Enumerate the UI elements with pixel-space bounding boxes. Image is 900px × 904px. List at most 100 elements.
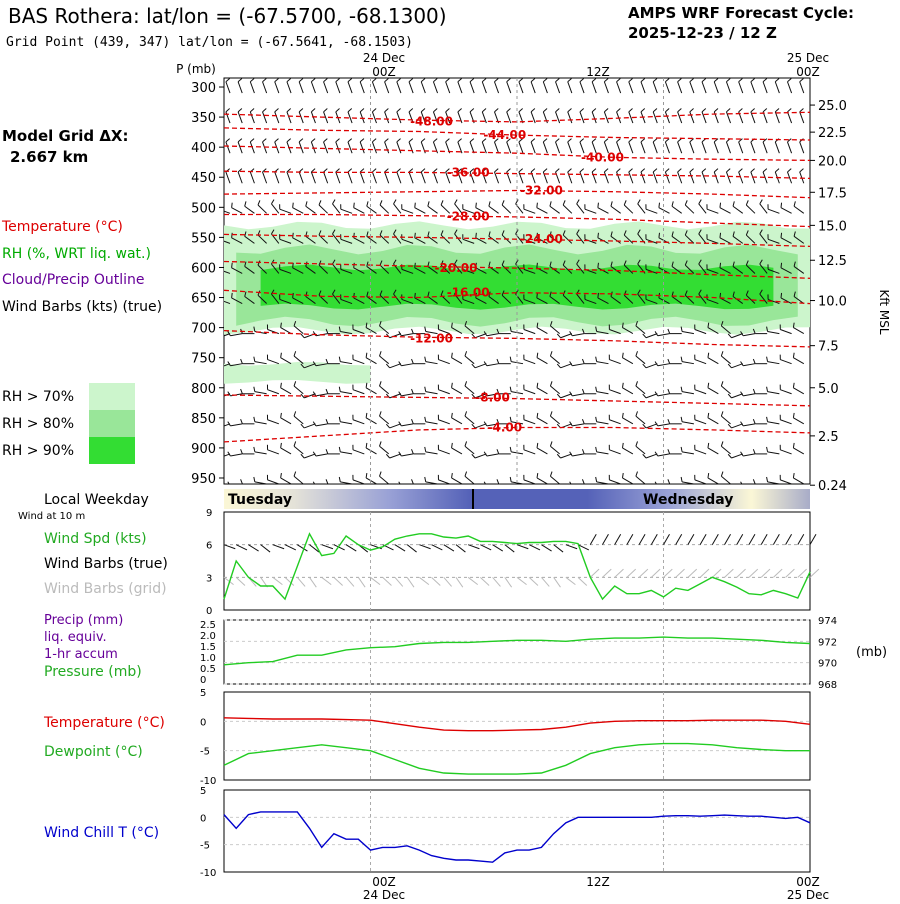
wind-barb-flag (720, 263, 721, 268)
pressure-tick-label: 700 (191, 322, 216, 337)
precip-label-2: liq. equiv. (44, 630, 107, 645)
legend-cloud-outline: Cloud/Precip Outline (2, 272, 145, 288)
surface-wind-barb-grid (541, 577, 549, 586)
wind-barb-flag (781, 293, 782, 298)
top-time-tick-2: 12Z (586, 65, 610, 79)
bottom-time-tick-3: 00Z (796, 875, 820, 889)
surface-wind-barb-grid (383, 577, 392, 585)
wind-barb-staff (475, 484, 486, 488)
model-grid-label: Model Grid ΔX: (2, 127, 129, 145)
wind-ytick-label: 0 (206, 606, 212, 617)
bottom-date-label-2: 25 Dec (787, 888, 829, 900)
wind-barb-flag (354, 203, 355, 208)
surface-wind-barb-grid (688, 569, 697, 577)
precip-ytick-label: 2.0 (200, 631, 216, 642)
height-tick-label: 7.5 (818, 340, 839, 355)
model-grid-value: 2.667 km (10, 148, 88, 166)
bottom-time-tick-2: 12Z (586, 875, 610, 889)
pressure-tick-label: 750 (191, 352, 216, 367)
legend-temperature: Temperature (°C) (1, 219, 123, 235)
pressure-ytick-label: 970 (818, 659, 837, 670)
surface-wind-barb (419, 545, 430, 549)
surface-wind-barb (285, 545, 296, 550)
wind-barb (472, 484, 487, 488)
wind-barb-flag (781, 203, 782, 208)
wind-barb-flag (415, 293, 416, 298)
rh90-label: RH > 90% (2, 443, 74, 459)
temp-series-line (224, 744, 810, 775)
wind-barb-flag (232, 263, 233, 268)
precip-ytick-label: 1.5 (200, 642, 216, 653)
height-tick-label: 22.5 (818, 126, 847, 141)
precip-label-3: 1-hr accum (44, 647, 118, 662)
windchill-ytick-label: -5 (200, 841, 210, 852)
temp-panel-frame (224, 692, 810, 780)
weekday-tuesday: Tuesday (228, 492, 292, 508)
temperature-label: Temperature (°C) (43, 715, 165, 731)
surface-wind-barb (444, 545, 454, 551)
wind-barb-flag (659, 263, 660, 268)
surface-wind-barb-grid (590, 569, 599, 577)
surface-wind-barb-grid (456, 577, 463, 587)
windchill-ytick-label: -10 (200, 868, 216, 879)
wind-barb-flag (598, 233, 599, 238)
contour-label: -48.00 (410, 114, 453, 128)
top-time-tick-1: 00Z (372, 65, 396, 79)
wind-barb-flag (598, 293, 599, 298)
wind-barb-flag (781, 233, 782, 238)
surface-wind-barb-grid (236, 577, 245, 585)
surface-wind-barb-grid (480, 577, 489, 585)
wind-barb-flag (537, 203, 538, 208)
wind-barb-flag (659, 203, 660, 208)
surface-wind-barb (322, 545, 333, 549)
wind-barbs-grid-label: Wind Barbs (grid) (44, 581, 167, 597)
surface-wind-barb (432, 545, 443, 550)
wind-barb (728, 484, 743, 488)
height-axis-title: Kft MSL (877, 289, 891, 334)
wind-barb-flag (720, 233, 721, 238)
wind-barb-flag (537, 293, 538, 298)
forecast-cycle-label: AMPS WRF Forecast Cycle: (628, 4, 854, 22)
wind-panel-frame (224, 512, 810, 610)
surface-wind-barb (395, 545, 405, 551)
pressure-tick-label: 850 (191, 412, 216, 427)
surface-wind-barb (725, 534, 731, 544)
surface-wind-barb-grid (810, 569, 819, 577)
precip-ytick-label: 0 (200, 675, 206, 686)
surface-wind-barb (456, 545, 465, 552)
contour-label: -12.00 (410, 331, 453, 345)
wind-barb (643, 484, 658, 488)
surface-wind-barb (566, 545, 577, 549)
wind-barb-flag (643, 484, 646, 488)
temp-ytick-label: 0 (200, 717, 206, 728)
surface-wind-barb (346, 545, 356, 551)
bottom-date-label-1: 24 Dec (363, 888, 405, 900)
dewpoint-label: Dewpoint (°C) (44, 744, 143, 760)
local-weekday-label: Local Weekday (44, 492, 149, 508)
height-tick-label: 0.24 (818, 479, 847, 494)
precip-ytick-label: 2.5 (200, 620, 216, 631)
contour-label: -36.00 (447, 165, 490, 179)
wind-barb-staff (219, 484, 230, 488)
rh90-swatch (89, 437, 135, 464)
surface-wind-barb (688, 534, 694, 544)
wind-barb-flag (293, 203, 294, 208)
pressure-tick-label: 500 (191, 201, 216, 216)
page-title: BAS Rothera: lat/lon = (-67.5700, -68.13… (8, 4, 447, 28)
precip-ytick-label: 1.0 (200, 653, 216, 664)
pressure-label: Pressure (mb) (44, 664, 142, 680)
surface-wind-barb (737, 534, 743, 544)
pressure-tick-label: 400 (191, 141, 216, 156)
surface-wind-barb-grid (725, 569, 734, 577)
contour-label: -28.00 (447, 209, 490, 223)
height-tick-label: 20.0 (818, 154, 847, 169)
height-tick-label: 5.0 (818, 382, 839, 397)
wind-barb-flag (232, 293, 233, 298)
height-tick-label: 2.5 (818, 430, 839, 445)
wind-barb-staff (646, 484, 657, 488)
pressure-tick-label: 350 (191, 111, 216, 126)
surface-wind-barb-grid (737, 569, 746, 577)
pressure-panel-frame (224, 620, 810, 684)
surface-wind-barb-grid (761, 569, 770, 577)
